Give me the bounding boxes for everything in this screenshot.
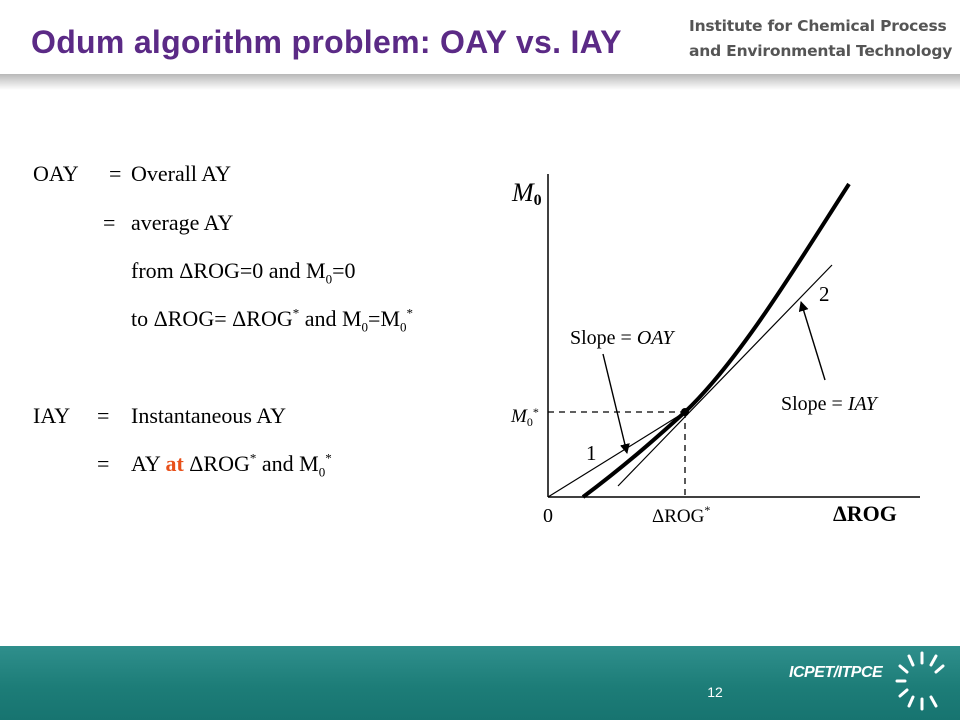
icpet-logo: ICPET/ITPCE <box>789 664 883 681</box>
iay-slope-arrow <box>798 301 826 381</box>
drog-star-label: ΔROG* <box>652 503 710 527</box>
origin-label: 0 <box>543 505 553 527</box>
iay-equals-2: = <box>97 451 110 476</box>
label-2: 2 <box>819 282 830 306</box>
institute-line-1: Institute for Chemical Process <box>689 17 947 35</box>
institute-line-2: and Environmental Technology <box>689 42 953 60</box>
iay-tangent-line <box>617 264 833 487</box>
at-highlight: at <box>165 451 184 476</box>
oay-equals-2: = <box>103 210 116 235</box>
page-number: 12 <box>707 684 723 700</box>
institute-name: Institute for Chemical Process and Envir… <box>689 14 953 64</box>
slope-oay-label: Slope = OAY <box>570 327 675 349</box>
iay-line-1: Instantaneous AY <box>131 403 287 428</box>
oay-symbol: OAY <box>33 161 79 186</box>
slope-iay-label: Slope = IAY <box>781 393 879 415</box>
slide-header <box>0 0 960 82</box>
x-axis-label: ΔROG <box>833 501 897 526</box>
header-shadow <box>0 74 960 90</box>
oay-line-4: to ΔROG= ΔROG* and M0=M0* <box>131 305 414 335</box>
oay-line-2: average AY <box>131 210 234 235</box>
iay-line-2: AY at ΔROG* and M0* <box>131 450 332 480</box>
sunburst-logo-icon <box>895 651 945 711</box>
slide-title: Odum algorithm problem: OAY vs. IAY <box>31 24 622 60</box>
m0-curve <box>581 182 851 499</box>
oay-line-1: Overall AY <box>131 161 232 186</box>
oay-equals: = <box>109 161 122 186</box>
y-axis-label: M0 <box>511 178 542 209</box>
iay-symbol: IAY <box>33 403 71 428</box>
label-1: 1 <box>586 441 597 465</box>
footer-bar <box>0 646 960 720</box>
oay-slope-arrow <box>602 353 630 454</box>
tangent-point <box>681 408 689 416</box>
oay-chord-line <box>547 411 686 498</box>
oay-line-3: from ΔROG=0 and M0=0 <box>131 258 356 287</box>
m0-star-label: M0* <box>510 405 539 429</box>
iay-equals: = <box>97 403 110 428</box>
